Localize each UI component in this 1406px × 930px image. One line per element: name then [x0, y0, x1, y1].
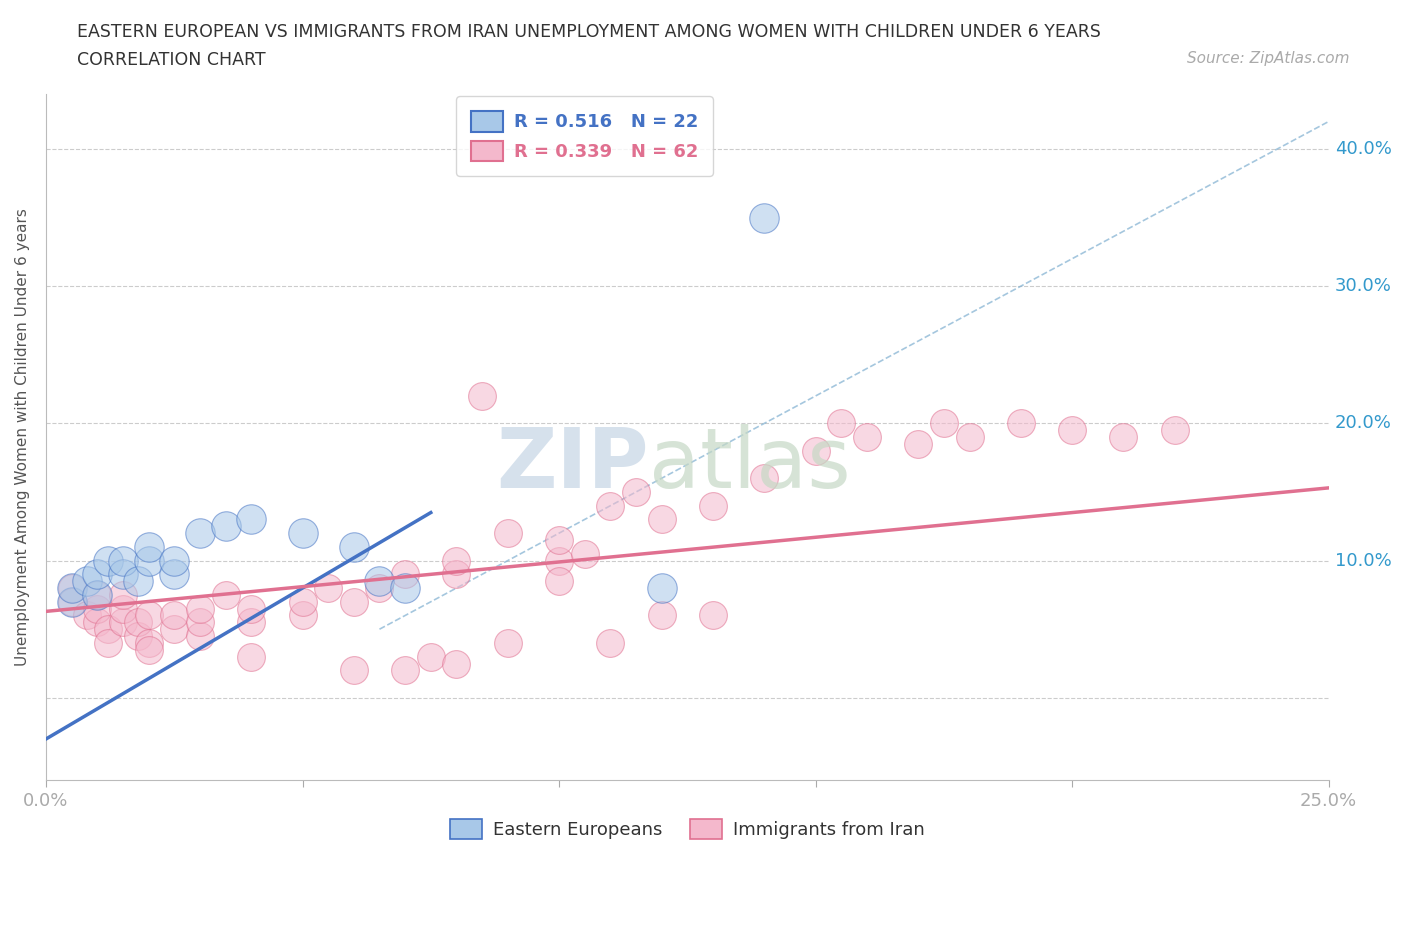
Point — [446, 567, 468, 582]
Point — [111, 553, 134, 568]
Point — [830, 416, 852, 431]
Point — [138, 539, 160, 554]
Point — [111, 567, 134, 582]
Text: Source: ZipAtlas.com: Source: ZipAtlas.com — [1187, 51, 1350, 66]
Point — [76, 608, 98, 623]
Point — [702, 608, 724, 623]
Point — [548, 553, 571, 568]
Point — [368, 574, 391, 589]
Point — [1010, 416, 1032, 431]
Point — [111, 615, 134, 630]
Point — [138, 643, 160, 658]
Point — [651, 580, 673, 595]
Point — [214, 519, 236, 534]
Point — [394, 663, 416, 678]
Point — [163, 622, 186, 637]
Point — [343, 539, 366, 554]
Point — [127, 615, 149, 630]
Point — [60, 580, 83, 595]
Text: 20.0%: 20.0% — [1336, 415, 1392, 432]
Point — [291, 525, 314, 540]
Point — [86, 615, 108, 630]
Point — [188, 615, 211, 630]
Text: ZIP: ZIP — [496, 424, 648, 505]
Point — [754, 471, 776, 485]
Y-axis label: Unemployment Among Women with Children Under 6 years: Unemployment Among Women with Children U… — [15, 208, 30, 666]
Point — [214, 588, 236, 603]
Point — [496, 525, 519, 540]
Point — [111, 588, 134, 603]
Point — [316, 580, 339, 595]
Point — [754, 210, 776, 225]
Point — [163, 608, 186, 623]
Point — [240, 601, 263, 616]
Point — [86, 588, 108, 603]
Point — [856, 430, 879, 445]
Point — [548, 533, 571, 548]
Point — [96, 635, 118, 650]
Text: 10.0%: 10.0% — [1336, 551, 1392, 569]
Point — [240, 512, 263, 527]
Point — [471, 389, 494, 404]
Point — [419, 649, 441, 664]
Point — [599, 498, 621, 513]
Point — [138, 635, 160, 650]
Point — [651, 512, 673, 527]
Point — [343, 663, 366, 678]
Point — [240, 649, 263, 664]
Point — [240, 615, 263, 630]
Point — [907, 436, 929, 451]
Point — [702, 498, 724, 513]
Point — [651, 608, 673, 623]
Text: atlas: atlas — [648, 424, 851, 505]
Point — [138, 553, 160, 568]
Point — [163, 553, 186, 568]
Point — [60, 580, 83, 595]
Point — [86, 567, 108, 582]
Point — [1164, 423, 1187, 438]
Point — [111, 601, 134, 616]
Point — [574, 546, 596, 561]
Text: CORRELATION CHART: CORRELATION CHART — [77, 51, 266, 69]
Point — [188, 525, 211, 540]
Point — [932, 416, 955, 431]
Point — [96, 622, 118, 637]
Legend: Eastern Europeans, Immigrants from Iran: Eastern Europeans, Immigrants from Iran — [443, 811, 932, 846]
Point — [60, 594, 83, 609]
Point — [96, 553, 118, 568]
Point — [599, 635, 621, 650]
Point — [1112, 430, 1135, 445]
Point — [86, 601, 108, 616]
Point — [446, 553, 468, 568]
Point — [1062, 423, 1084, 438]
Point — [291, 594, 314, 609]
Point — [127, 629, 149, 644]
Point — [624, 485, 647, 499]
Text: 40.0%: 40.0% — [1336, 140, 1392, 158]
Point — [188, 629, 211, 644]
Point — [548, 574, 571, 589]
Text: 30.0%: 30.0% — [1336, 277, 1392, 295]
Point — [394, 580, 416, 595]
Point — [343, 594, 366, 609]
Point — [86, 588, 108, 603]
Point — [76, 574, 98, 589]
Point — [496, 635, 519, 650]
Point — [163, 567, 186, 582]
Point — [959, 430, 981, 445]
Point — [291, 608, 314, 623]
Point — [138, 608, 160, 623]
Point — [127, 574, 149, 589]
Point — [60, 594, 83, 609]
Point — [188, 601, 211, 616]
Point — [368, 580, 391, 595]
Text: EASTERN EUROPEAN VS IMMIGRANTS FROM IRAN UNEMPLOYMENT AMONG WOMEN WITH CHILDREN : EASTERN EUROPEAN VS IMMIGRANTS FROM IRAN… — [77, 23, 1101, 41]
Point — [446, 656, 468, 671]
Point — [804, 444, 827, 458]
Point — [394, 567, 416, 582]
